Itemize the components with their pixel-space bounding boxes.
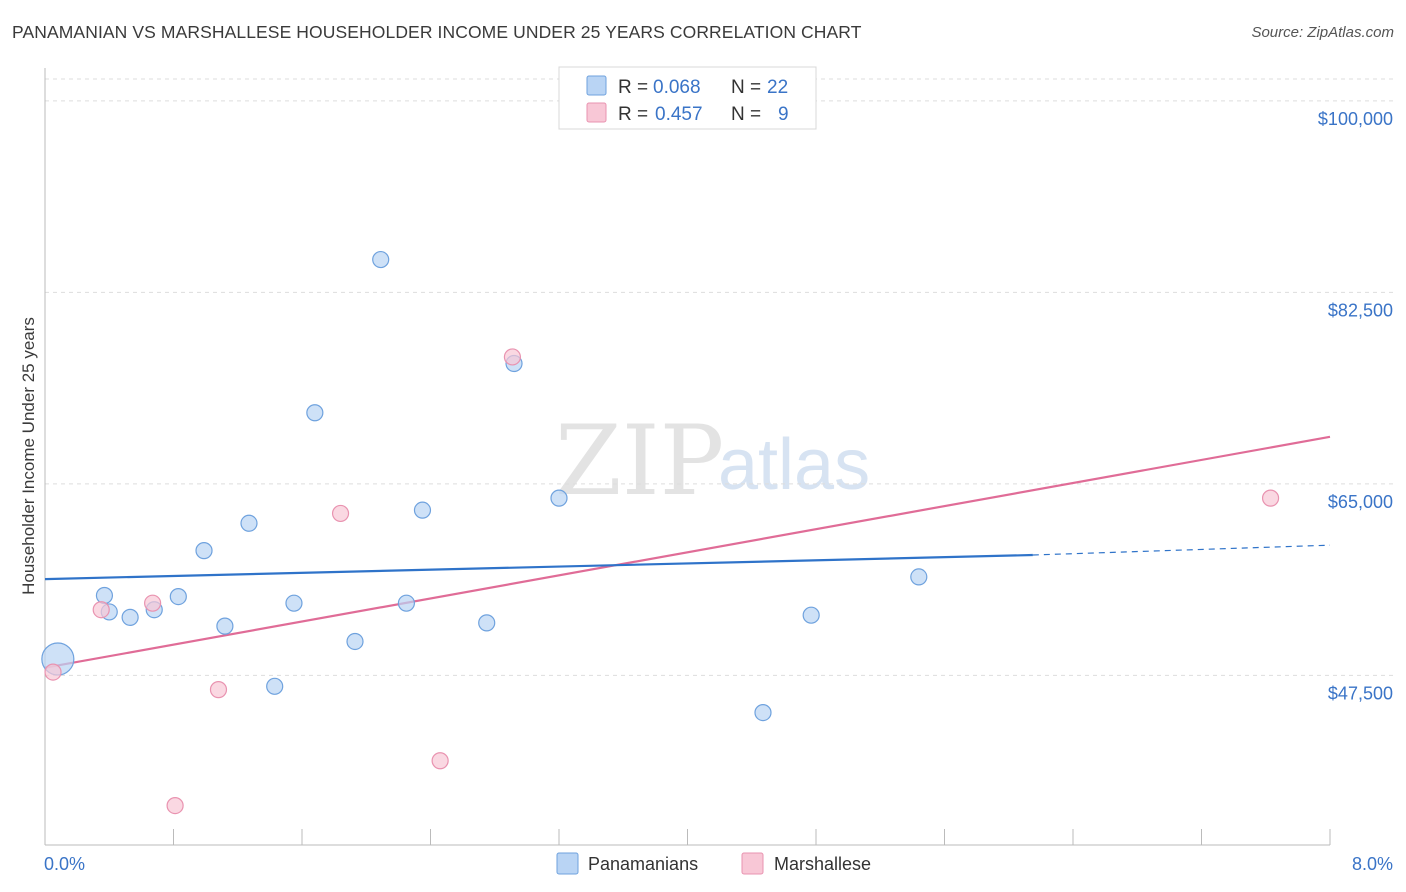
point-panamanians-5: [169, 587, 187, 606]
point-panamanians-15: [413, 501, 432, 519]
grid-lines: [45, 78, 1394, 676]
point-panamanians-2: [95, 586, 114, 605]
legend-n-value-2: 9: [778, 104, 789, 125]
source-label: Source: ZipAtlas.com: [1251, 24, 1394, 41]
point-panamanians-13: [372, 250, 390, 269]
point-marshallese-1: [92, 601, 110, 619]
point-panamanians-9: [266, 677, 284, 695]
point-marshallese-3: [166, 797, 184, 815]
y-tick-label-3: $100,000: [1318, 109, 1393, 129]
trend-lines: [44, 435, 1331, 669]
legend-r-value-1: 0.068: [653, 77, 701, 98]
legend-r-value-2: 0.457: [655, 104, 703, 125]
bottom-swatch-marshallese: [741, 852, 764, 875]
legend-swatch-marshallese: [586, 102, 607, 123]
x-tick-label-0: 0.0%: [44, 854, 85, 874]
point-panamanians-16: [478, 614, 496, 632]
legend-swatch-panamanians: [586, 75, 607, 96]
point-marshallese-2: [144, 594, 162, 612]
chart-title: PANAMANIAN VS MARSHALLESE HOUSEHOLDER IN…: [12, 22, 862, 42]
watermark-zip: ZIP: [555, 405, 724, 517]
point-marshallese-7: [503, 348, 522, 366]
point-panamanians-3: [121, 608, 139, 626]
point-panamanians-11: [306, 404, 324, 422]
trend-line-panamanians-extension: [1032, 544, 1331, 556]
point-panamanians-20: [802, 606, 820, 624]
watermark-atlas: atlas: [718, 425, 870, 505]
point-panamanians-12: [346, 632, 364, 651]
correlation-legend: R = 0.068 N = 22 R = 0.457 N = 9: [558, 66, 817, 130]
point-marshallese-0: [44, 663, 62, 681]
y-tick-label-1: $65,000: [1328, 492, 1393, 512]
point-panamanians-7: [216, 617, 234, 635]
bottom-swatch-panamanians: [556, 852, 579, 875]
legend-n-value-1: 22: [767, 77, 788, 98]
point-panamanians-10: [285, 594, 303, 612]
point-panamanians-14: [397, 594, 416, 612]
legend-r-label-1: R =: [618, 77, 648, 98]
data-points: [41, 250, 1280, 815]
point-marshallese-6: [431, 752, 449, 770]
trend-line-marshallese: [44, 435, 1331, 669]
point-marshallese-5: [331, 504, 350, 523]
y-tick-label-2: $82,500: [1328, 300, 1393, 320]
point-panamanians-8: [240, 514, 258, 532]
trend-line-panamanians: [44, 553, 1033, 581]
y-axis-label: Householder Income Under 25 years: [19, 317, 38, 595]
point-panamanians-18: [550, 489, 568, 507]
point-panamanians-6: [195, 542, 213, 560]
point-marshallese-8: [1261, 489, 1280, 507]
point-marshallese-4: [209, 681, 228, 699]
legend-n-label-2: N =: [731, 104, 761, 125]
legend-n-label-1: N =: [731, 77, 761, 98]
y-tick-label-0: $47,500: [1328, 683, 1393, 703]
bottom-legend-panamanians: Panamanians: [588, 854, 698, 874]
bottom-legend-marshallese: Marshallese: [774, 854, 871, 874]
legend-r-label-2: R =: [618, 104, 648, 125]
axes: [44, 68, 1331, 846]
x-tick-labels: 0.0% 8.0%: [44, 854, 1393, 874]
point-panamanians-21: [910, 568, 928, 586]
x-tick-label-1: 8.0%: [1352, 854, 1393, 874]
series-legend: Panamanians Marshallese: [556, 852, 871, 875]
point-panamanians-19: [754, 703, 772, 722]
y-tick-labels: $47,500 $65,000 $82,500 $100,000: [1318, 109, 1393, 704]
